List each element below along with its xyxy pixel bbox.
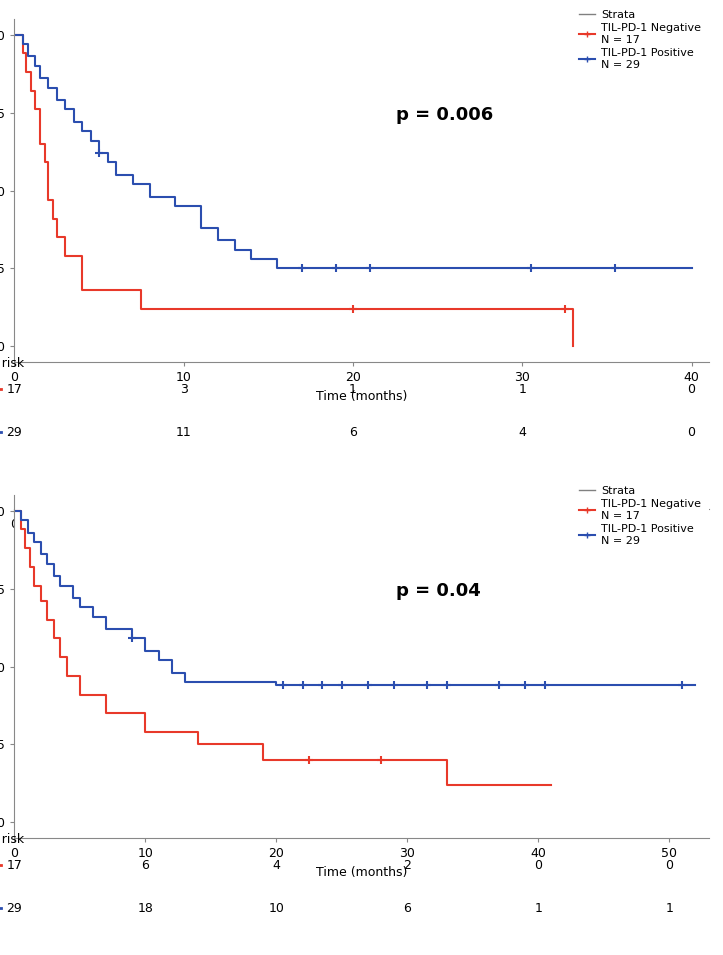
Legend: Strata, TIL-PD-1 Negative
N = 17, TIL-PD-1 Positive
N = 29: Strata, TIL-PD-1 Negative N = 17, TIL-PD… [576,483,703,548]
Text: 6: 6 [142,859,150,872]
Text: 2: 2 [403,859,411,872]
Text: 6: 6 [403,902,411,915]
X-axis label: Time (months): Time (months) [316,390,407,402]
Text: 4: 4 [273,859,281,872]
Text: 0: 0 [688,426,696,439]
Text: 18: 18 [137,902,153,915]
Text: 0: 0 [665,859,673,872]
Text: 29: 29 [7,426,22,439]
Text: 0: 0 [688,383,696,395]
Text: 1: 1 [665,902,673,915]
Text: 1: 1 [349,383,357,395]
Text: p = 0.04: p = 0.04 [396,583,481,600]
Text: Number at risk: Number at risk [0,833,25,846]
Text: 1: 1 [534,902,542,915]
Text: 29: 29 [7,902,22,915]
Text: Number at risk: Number at risk [0,357,25,370]
Text: 11: 11 [176,426,192,439]
Text: 10: 10 [268,902,284,915]
X-axis label: Time (months): Time (months) [316,865,407,879]
Text: 1: 1 [518,383,526,395]
Text: 17: 17 [7,383,22,395]
Legend: Strata, TIL-PD-1 Negative
N = 17, TIL-PD-1 Positive
N = 29: Strata, TIL-PD-1 Negative N = 17, TIL-PD… [576,8,703,72]
Text: 4: 4 [518,426,526,439]
Text: 17: 17 [7,859,22,872]
Text: 6: 6 [349,426,357,439]
Text: 3: 3 [180,383,188,395]
Text: 0: 0 [534,859,542,872]
Text: p = 0.006: p = 0.006 [396,106,494,124]
